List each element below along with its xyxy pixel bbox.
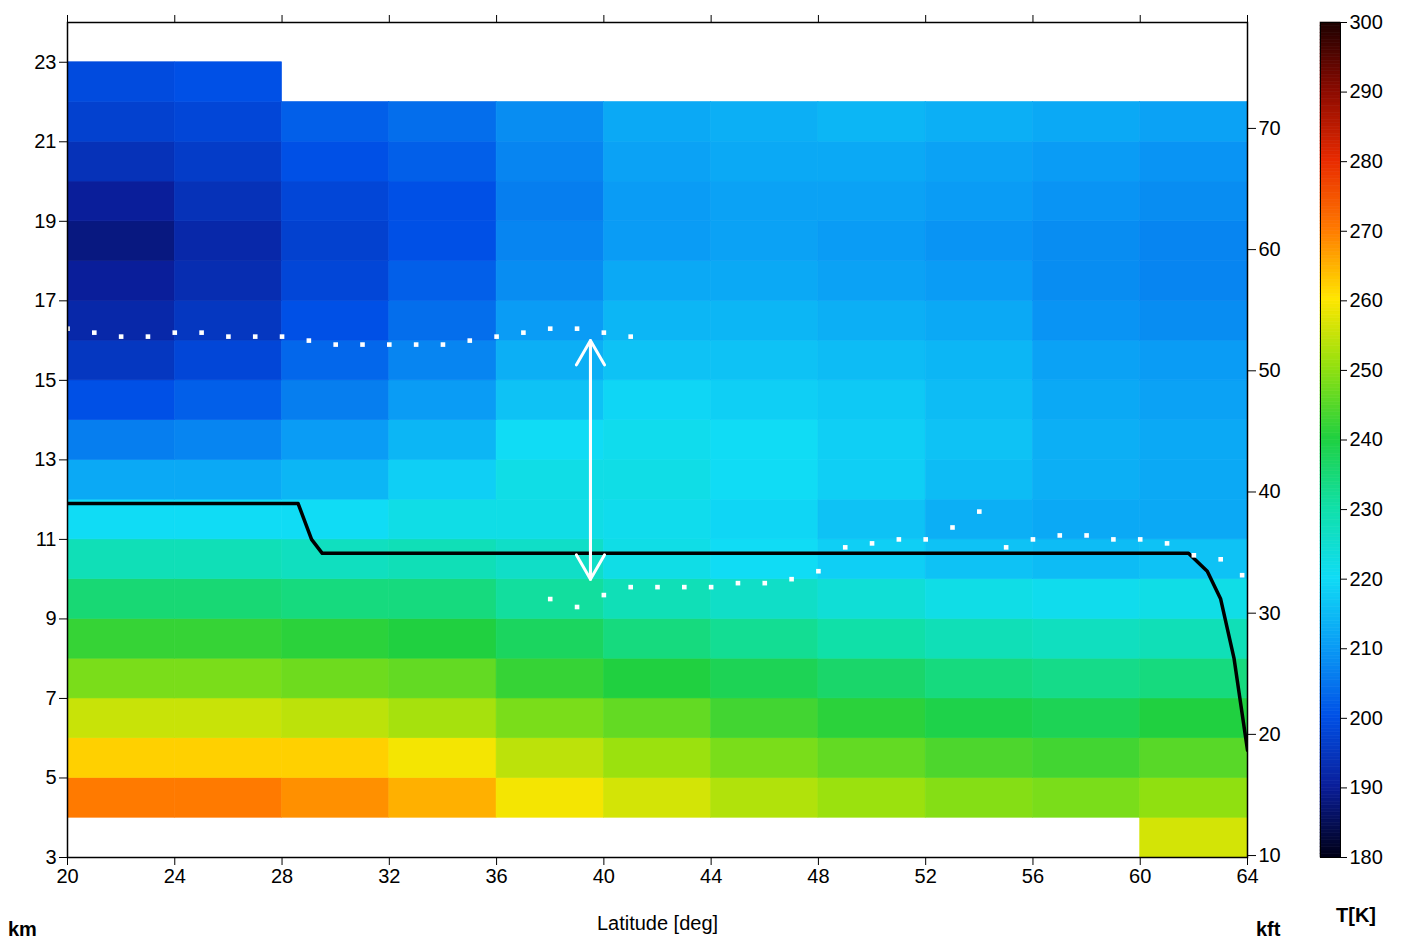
svg-text:Latitude [deg]: Latitude [deg]	[597, 912, 718, 934]
svg-text:40: 40	[593, 865, 615, 887]
svg-text:300: 300	[1350, 11, 1383, 33]
svg-text:220: 220	[1350, 568, 1383, 590]
svg-text:260: 260	[1350, 289, 1383, 311]
svg-text:48: 48	[807, 865, 829, 887]
svg-text:36: 36	[485, 865, 507, 887]
svg-text:290: 290	[1350, 80, 1383, 102]
svg-text:28: 28	[271, 865, 293, 887]
svg-text:40: 40	[1259, 480, 1281, 502]
svg-text:9: 9	[45, 607, 56, 629]
svg-text:15: 15	[34, 369, 56, 391]
svg-text:50: 50	[1259, 359, 1281, 381]
svg-text:70: 70	[1259, 117, 1281, 139]
svg-text:30: 30	[1259, 602, 1281, 624]
svg-text:56: 56	[1022, 865, 1044, 887]
svg-text:11: 11	[36, 528, 57, 550]
svg-text:21: 21	[34, 130, 56, 152]
svg-text:200: 200	[1350, 707, 1383, 729]
svg-text:180: 180	[1350, 846, 1383, 868]
svg-text:5: 5	[45, 766, 56, 788]
svg-text:64: 64	[1236, 865, 1258, 887]
svg-text:190: 190	[1350, 776, 1383, 798]
svg-text:210: 210	[1350, 637, 1383, 659]
svg-text:270: 270	[1350, 220, 1383, 242]
svg-text:60: 60	[1129, 865, 1151, 887]
svg-text:19: 19	[34, 210, 56, 232]
svg-text:24: 24	[164, 865, 186, 887]
html-text:km: km	[8, 918, 37, 940]
svg-text:60: 60	[1259, 238, 1281, 260]
html-text:T[K]: T[K]	[1336, 904, 1376, 926]
svg-text:10: 10	[1259, 844, 1281, 866]
svg-text:20: 20	[1259, 723, 1281, 745]
svg-text:7: 7	[45, 687, 56, 709]
svg-text:23: 23	[34, 51, 56, 73]
svg-text:3: 3	[45, 846, 56, 868]
svg-text:44: 44	[700, 865, 722, 887]
html-text:kft: kft	[1256, 918, 1281, 940]
svg-text:17: 17	[34, 289, 56, 311]
svg-text:20: 20	[56, 865, 78, 887]
svg-text:230: 230	[1350, 498, 1383, 520]
svg-text:240: 240	[1350, 428, 1383, 450]
svg-text:32: 32	[378, 865, 400, 887]
svg-text:52: 52	[915, 865, 937, 887]
svg-text:250: 250	[1350, 359, 1383, 381]
svg-text:13: 13	[34, 448, 56, 470]
svg-text:280: 280	[1350, 150, 1383, 172]
